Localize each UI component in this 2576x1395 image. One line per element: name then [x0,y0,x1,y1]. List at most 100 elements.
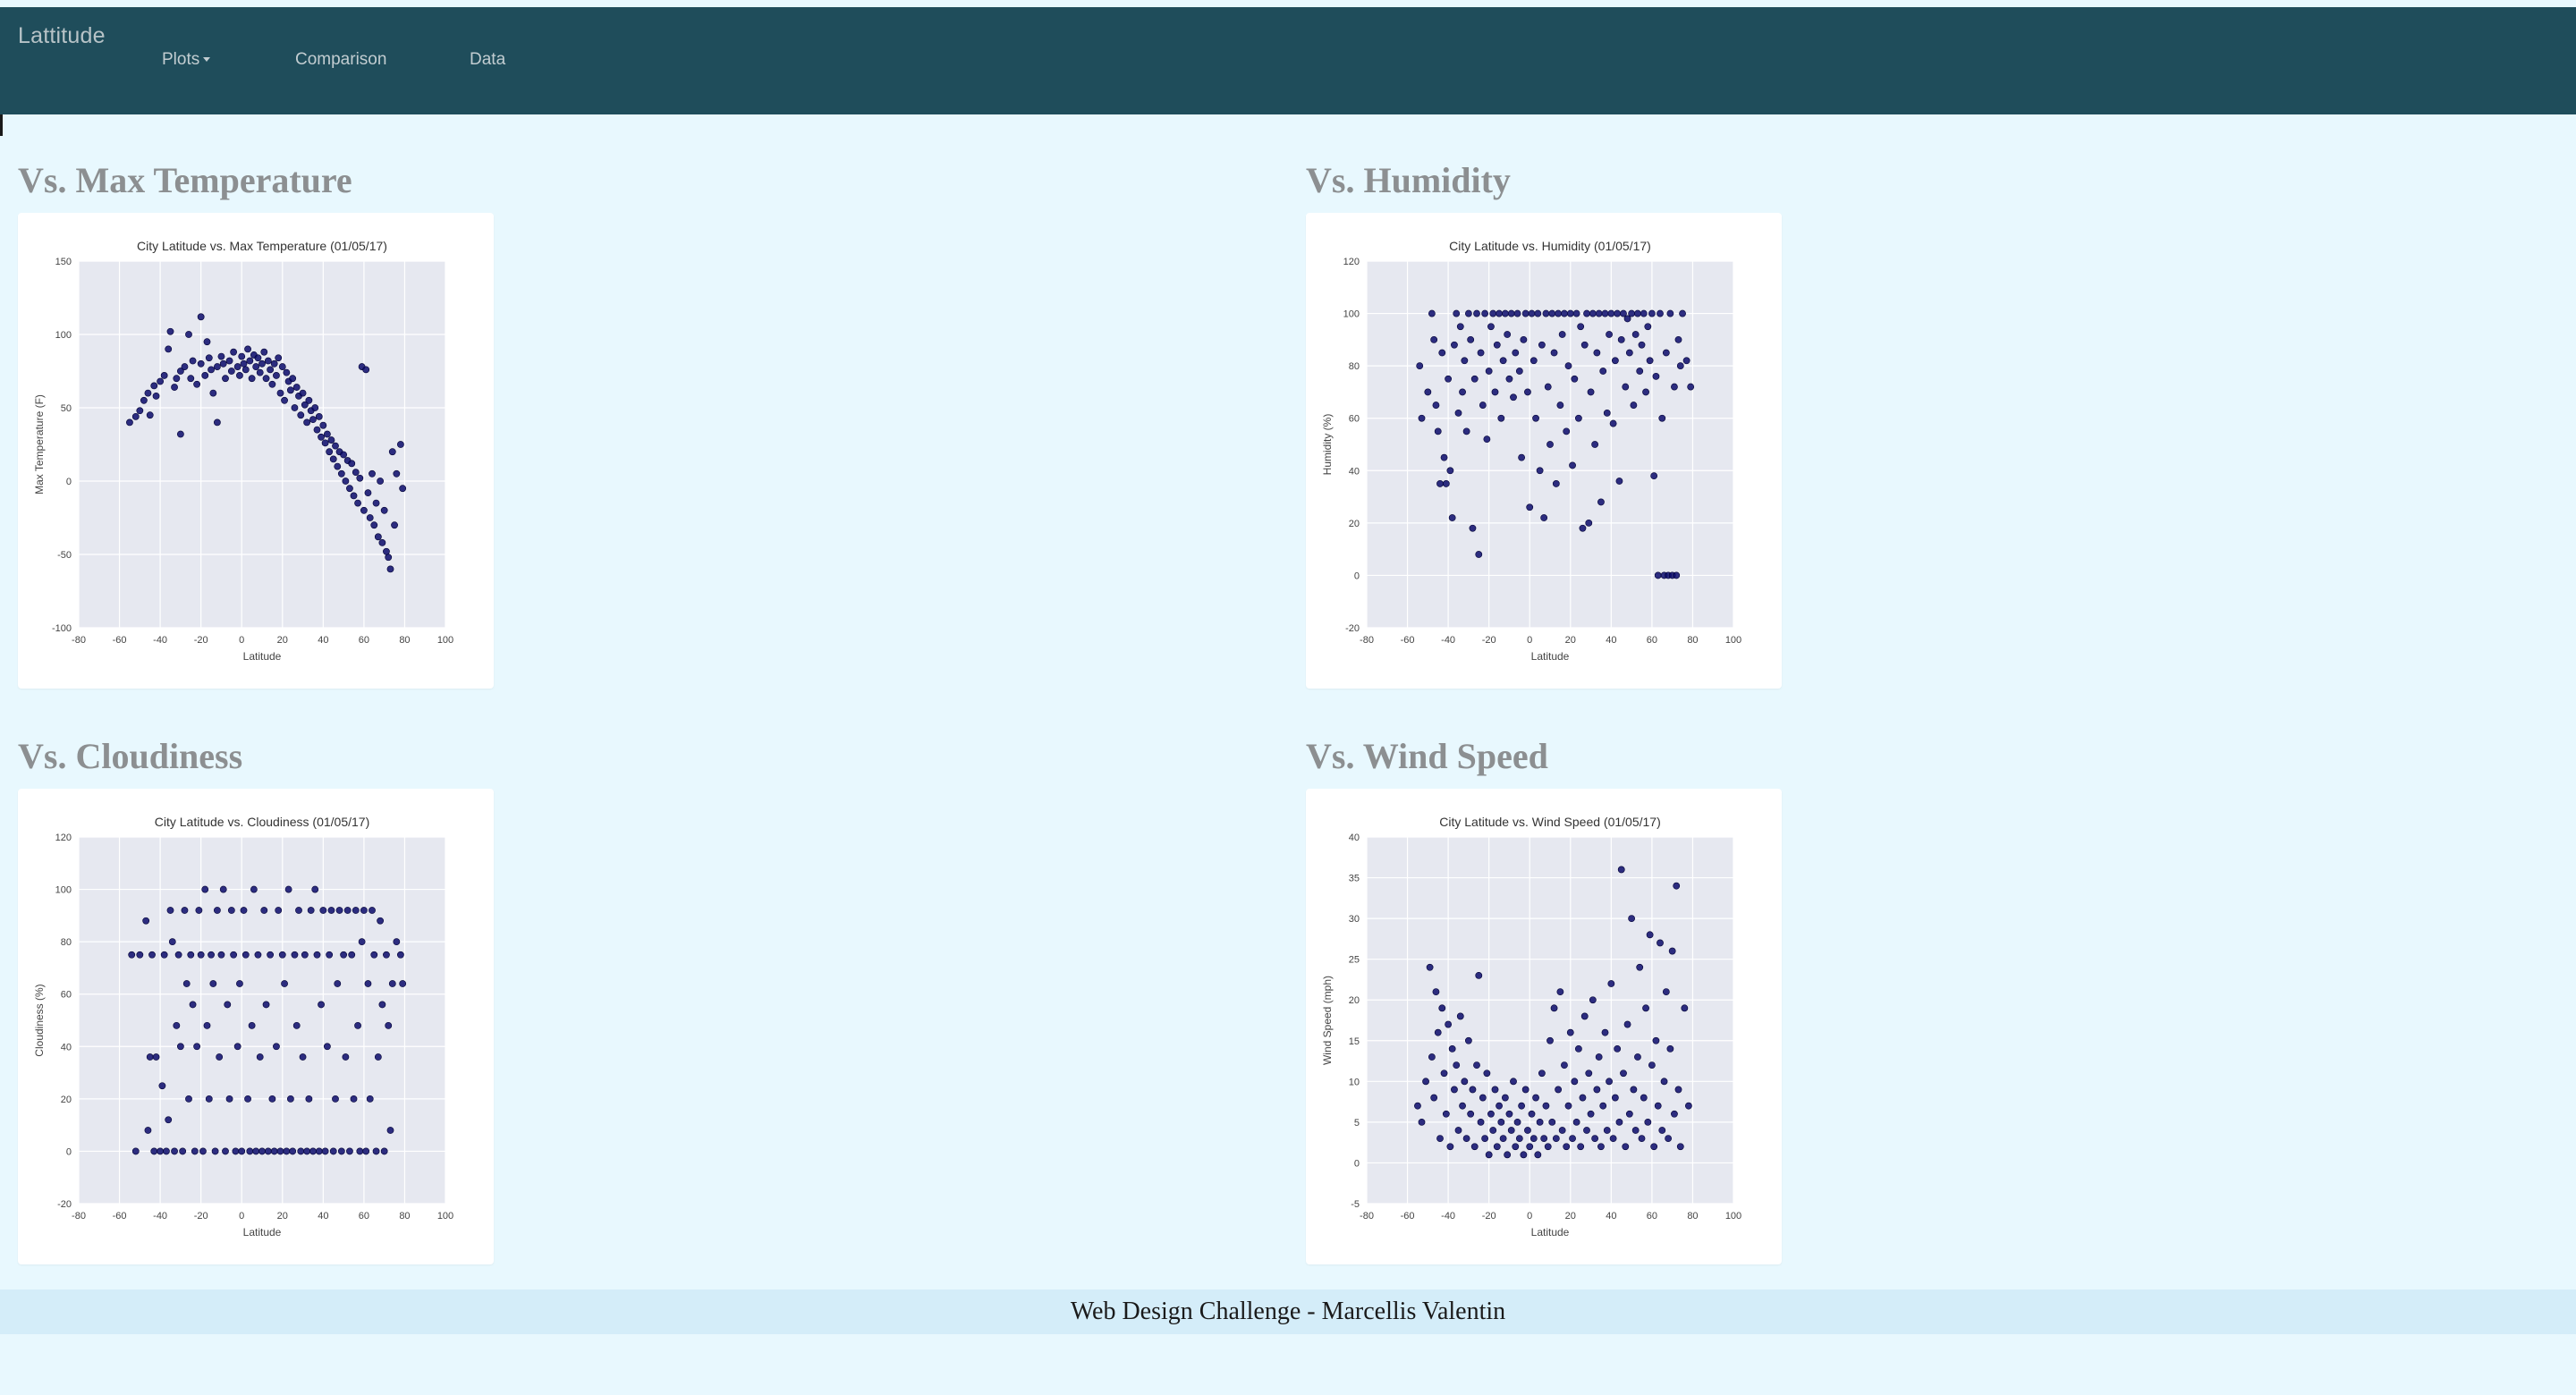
data-point [199,1147,207,1155]
data-point [1496,1102,1503,1110]
data-point [1556,402,1564,409]
data-point [1532,1094,1539,1102]
data-point [1440,1070,1448,1078]
data-point [356,474,364,482]
data-point [1467,1110,1475,1118]
data-point [1464,1036,1472,1044]
data-point [332,442,339,450]
data-point [144,389,152,397]
data-point [278,951,286,959]
plot-card-wind-speed[interactable]: -80 -60 -40 -20 0 20 40 60 80 100 -5 0 5 10 15 20 25 30 35… [1306,789,1782,1264]
data-point [252,1147,260,1155]
data-point [284,885,292,893]
data-point [1546,441,1554,448]
data-point [157,1147,165,1155]
navbar-brand[interactable]: Lattitude [18,23,106,48]
data-point [1658,414,1666,422]
x-tick-label: 40 [1606,1211,1616,1222]
nav-item-comparison[interactable]: Comparison [295,50,387,69]
data-point [366,1095,374,1103]
data-point [165,1116,173,1124]
data-point [262,1001,270,1009]
x-tick-label: -40 [153,635,167,646]
data-point [1436,1135,1444,1143]
data-point [1654,1102,1662,1110]
data-point [1607,309,1615,317]
data-point [295,907,302,914]
data-point [1662,349,1670,357]
data-point [350,1095,358,1103]
data-point [244,345,251,353]
data-point [1563,427,1571,435]
plot-area [1367,837,1733,1204]
y-tick-label: 50 [61,403,72,414]
data-point [299,1053,307,1061]
plot-card-max-temperature[interactable]: -80 -60 -40 -20 0 20 40 60 80 100 -100 -50 0 50 100 150… [18,213,494,689]
data-point [1550,1004,1558,1012]
data-point [238,1147,246,1155]
data-point [1671,383,1678,391]
data-point [142,917,150,925]
data-point [1614,309,1622,317]
data-point [1606,1078,1613,1086]
data-point [213,363,221,370]
data-point [1628,915,1636,923]
data-point [329,1147,337,1155]
data-point [369,469,376,478]
data-point [1552,1135,1560,1143]
nav-item-data[interactable]: Data [470,50,506,69]
plot-card-humidity[interactable]: -80 -60 -40 -20 0 20 40 60 80 100 -20 0 20 40 60 80 100 1… [1306,213,1782,689]
data-point [1536,1118,1544,1126]
data-point [1432,988,1440,996]
y-tick-label: 100 [1343,309,1360,320]
x-tick-label: 100 [1725,635,1741,646]
data-point [393,469,401,478]
data-point [1589,309,1597,317]
data-point [1524,388,1531,396]
data-point [364,980,372,987]
data-point [1674,335,1682,343]
data-point [197,313,205,321]
data-point [227,907,235,914]
data-point [262,375,270,383]
data-point [1563,1143,1571,1151]
data-point [1430,1094,1438,1102]
data-point [1524,1127,1531,1134]
data-point [258,1147,266,1155]
x-axis-label: Latitude [243,650,282,663]
data-point [187,951,195,959]
data-point [340,451,348,459]
data-point [128,951,136,959]
data-point [144,1127,152,1134]
x-tick-label: 60 [1647,635,1657,646]
data-point [236,372,243,379]
x-tick-label: 0 [1527,635,1532,646]
data-point [374,1053,382,1061]
data-point [1591,441,1599,448]
data-point [1595,1053,1603,1061]
y-tick-label: -20 [57,1199,72,1210]
data-point [1603,1127,1611,1134]
data-point [1470,375,1479,383]
y-tick-label: 35 [1349,874,1360,884]
data-point [1445,1020,1453,1028]
data-point [286,1095,294,1103]
data-point [1513,1118,1521,1126]
data-point [152,392,160,400]
data-point [1566,309,1574,317]
data-point [1418,1118,1426,1126]
nav-item-plots[interactable]: Plots [162,50,211,70]
data-point [1521,1086,1530,1094]
data-point [1676,1143,1684,1151]
y-tick-label: 10 [1349,1077,1360,1087]
y-tick-label: 40 [1349,466,1360,477]
data-point [1662,988,1670,996]
data-point [278,363,286,370]
plot-card-cloudiness[interactable]: -80 -60 -40 -20 0 20 40 60 80 100 -20 0 20 40 60 80 100 1… [18,789,494,1264]
data-point [171,384,178,391]
data-point [326,951,334,959]
data-point [342,1053,350,1061]
data-point [1687,383,1695,391]
x-tick-label: -80 [1360,1211,1374,1222]
data-point [1461,357,1469,365]
